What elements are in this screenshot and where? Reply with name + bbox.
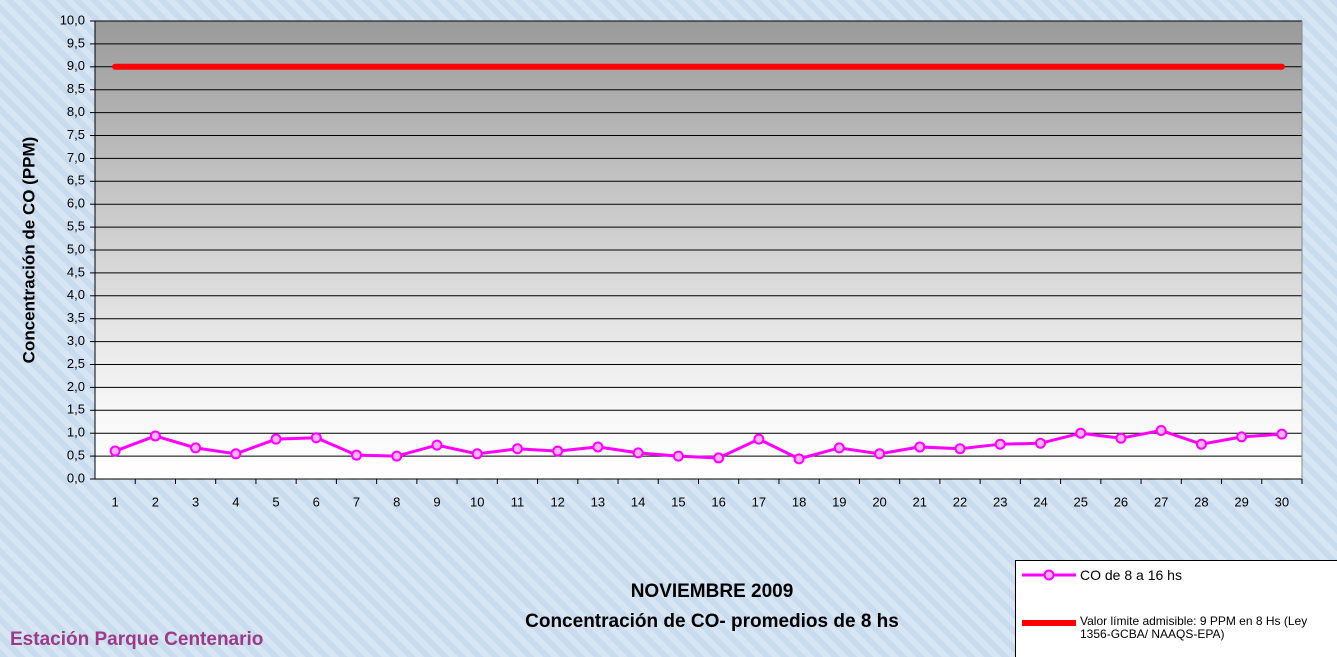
legend-item: Valor límite admisible: 9 PPM en 8 Hs (L… (1016, 615, 1320, 641)
legend-label: CO de 8 a 16 hs (1080, 567, 1182, 583)
x-tick-label: 10 (470, 494, 484, 509)
data-point (674, 452, 683, 461)
data-point (996, 440, 1005, 449)
x-tick-label: 21 (913, 494, 927, 509)
legend-marker (1045, 571, 1054, 580)
y-tick-label: 1,5 (67, 402, 85, 417)
x-tick-label: 1 (111, 494, 118, 509)
data-point (231, 449, 240, 458)
data-point (553, 447, 562, 456)
x-tick-label: 20 (872, 494, 886, 509)
data-point (915, 442, 924, 451)
data-point (835, 443, 844, 452)
y-tick-label: 7,5 (67, 127, 85, 142)
legend-item: CO de 8 a 16 hs (1016, 567, 1182, 583)
y-tick-label: 7,0 (67, 150, 85, 165)
x-tick-label: 3 (192, 494, 199, 509)
y-tick-label: 8,5 (67, 81, 85, 96)
x-tick-label: 13 (591, 494, 605, 509)
x-tick-label: 19 (832, 494, 846, 509)
x-tick-label: 12 (550, 494, 564, 509)
legend-swatch (1016, 615, 1080, 631)
page: Concentración de CO (PPM) NOVIEMBRE 2009… (0, 0, 1337, 657)
x-tick-label: 11 (511, 494, 525, 509)
legend-label: Valor límite admisible: 9 PPM en 8 Hs (L… (1080, 615, 1320, 641)
y-tick-label: 6,0 (67, 196, 85, 211)
y-tick-label: 5,0 (67, 241, 85, 256)
y-tick-label: 0,5 (67, 448, 85, 463)
data-point (795, 454, 804, 463)
x-tick-label: 24 (1033, 494, 1047, 509)
data-point (1277, 430, 1286, 439)
x-tick-label: 29 (1234, 494, 1248, 509)
data-point (272, 435, 281, 444)
x-tick-label: 16 (711, 494, 725, 509)
y-tick-label: 9,0 (67, 58, 85, 73)
x-tick-label: 5 (272, 494, 279, 509)
x-tick-label: 15 (671, 494, 685, 509)
data-point (1157, 426, 1166, 435)
y-tick-label: 9,5 (67, 35, 85, 50)
data-point (1237, 432, 1246, 441)
data-point (714, 453, 723, 462)
data-point (1116, 434, 1125, 443)
x-tick-label: 2 (152, 494, 159, 509)
data-point (1036, 439, 1045, 448)
x-tick-label: 27 (1154, 494, 1168, 509)
data-point (312, 433, 321, 442)
y-tick-label: 3,0 (67, 333, 85, 348)
y-tick-label: 6,5 (67, 173, 85, 188)
x-tick-label: 28 (1194, 494, 1208, 509)
data-point (352, 451, 361, 460)
y-tick-label: 8,0 (67, 104, 85, 119)
chart-subtitle: Concentración de CO- promedios de 8 hs (525, 611, 899, 632)
data-point (875, 449, 884, 458)
legend-swatch (1016, 567, 1080, 583)
y-axis-title: Concentración de CO (PPM) (19, 137, 38, 364)
data-point (392, 452, 401, 461)
y-tick-label: 2,5 (67, 356, 85, 371)
chart-title: NOVIEMBRE 2009 (631, 581, 794, 602)
y-tick-label: 1,0 (67, 425, 85, 440)
data-point (1197, 440, 1206, 449)
x-tick-label: 9 (433, 494, 440, 509)
x-tick-label: 25 (1073, 494, 1087, 509)
y-tick-label: 10,0 (60, 12, 85, 27)
data-point (593, 442, 602, 451)
x-tick-label: 4 (232, 494, 239, 509)
x-tick-label: 18 (792, 494, 806, 509)
x-tick-label: 14 (631, 494, 645, 509)
data-point (956, 444, 965, 453)
data-point (111, 447, 120, 456)
x-tick-label: 7 (353, 494, 360, 509)
legend: CO de 8 a 16 hs Valor límite admisible: 9… (1015, 560, 1337, 657)
data-point (432, 441, 441, 450)
x-tick-label: 8 (393, 494, 400, 509)
x-tick-label: 6 (313, 494, 320, 509)
x-tick-label: 22 (953, 494, 967, 509)
chart: Concentración de CO (PPM) NOVIEMBRE 2009… (0, 0, 1337, 657)
station-label: Estación Parque Centenario (10, 629, 263, 650)
y-tick-label: 0,0 (67, 470, 85, 485)
y-tick-label: 3,5 (67, 310, 85, 325)
data-point (513, 444, 522, 453)
data-point (473, 449, 482, 458)
y-tick-label: 4,0 (67, 287, 85, 302)
y-tick-label: 5,5 (67, 219, 85, 234)
x-tick-label: 30 (1275, 494, 1289, 509)
data-point (151, 431, 160, 440)
x-tick-label: 23 (993, 494, 1007, 509)
data-point (1076, 429, 1085, 438)
y-tick-label: 2,0 (67, 379, 85, 394)
x-tick-label: 26 (1114, 494, 1128, 509)
y-tick-label: 4,5 (67, 264, 85, 279)
x-tick-label: 17 (752, 494, 766, 509)
data-point (754, 435, 763, 444)
data-point (634, 448, 643, 457)
data-point (191, 443, 200, 452)
